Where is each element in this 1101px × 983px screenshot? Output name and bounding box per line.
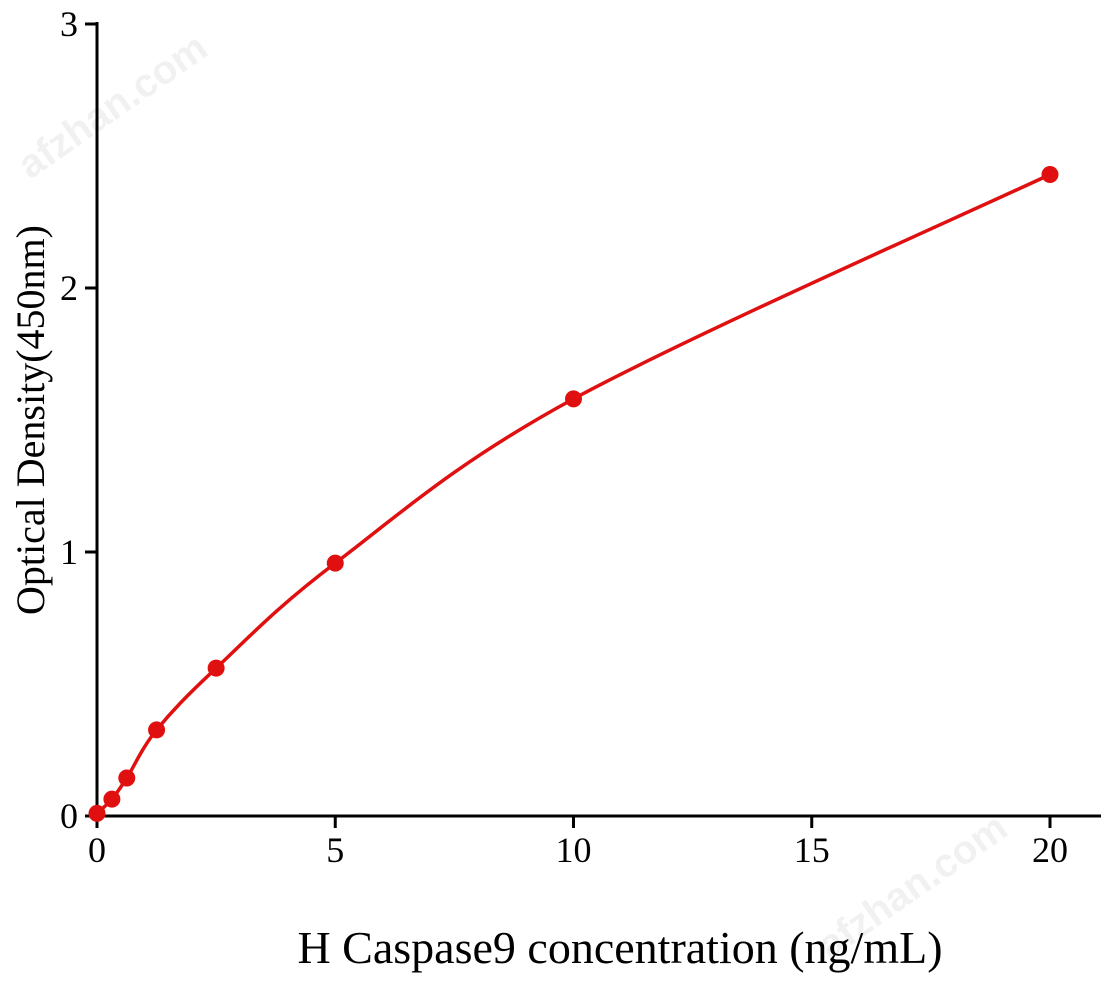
x-tick-label: 15 bbox=[794, 830, 830, 870]
x-tick-label: 20 bbox=[1032, 830, 1068, 870]
data-point bbox=[326, 554, 344, 572]
y-tick-label: 3 bbox=[60, 4, 78, 44]
x-tick-label: 10 bbox=[556, 830, 592, 870]
x-tick-label: 5 bbox=[326, 830, 344, 870]
y-tick-label: 2 bbox=[60, 268, 78, 308]
y-axis-label: Optical Density(450nm) bbox=[8, 225, 53, 615]
x-tick-label: 0 bbox=[88, 830, 106, 870]
fit-curve bbox=[95, 172, 1051, 815]
data-point bbox=[1041, 165, 1059, 183]
data-point bbox=[565, 390, 582, 408]
y-tick-label: 1 bbox=[60, 532, 78, 572]
data-point bbox=[88, 804, 106, 822]
y-tick-label: 0 bbox=[60, 796, 78, 836]
x-axis-label: H Caspase9 concentration (ng/mL) bbox=[297, 922, 942, 973]
data-point bbox=[207, 659, 225, 677]
data-point bbox=[103, 790, 121, 808]
data-point bbox=[148, 721, 166, 739]
data-point bbox=[118, 769, 136, 787]
watermark: afzhan.com bbox=[10, 25, 215, 187]
